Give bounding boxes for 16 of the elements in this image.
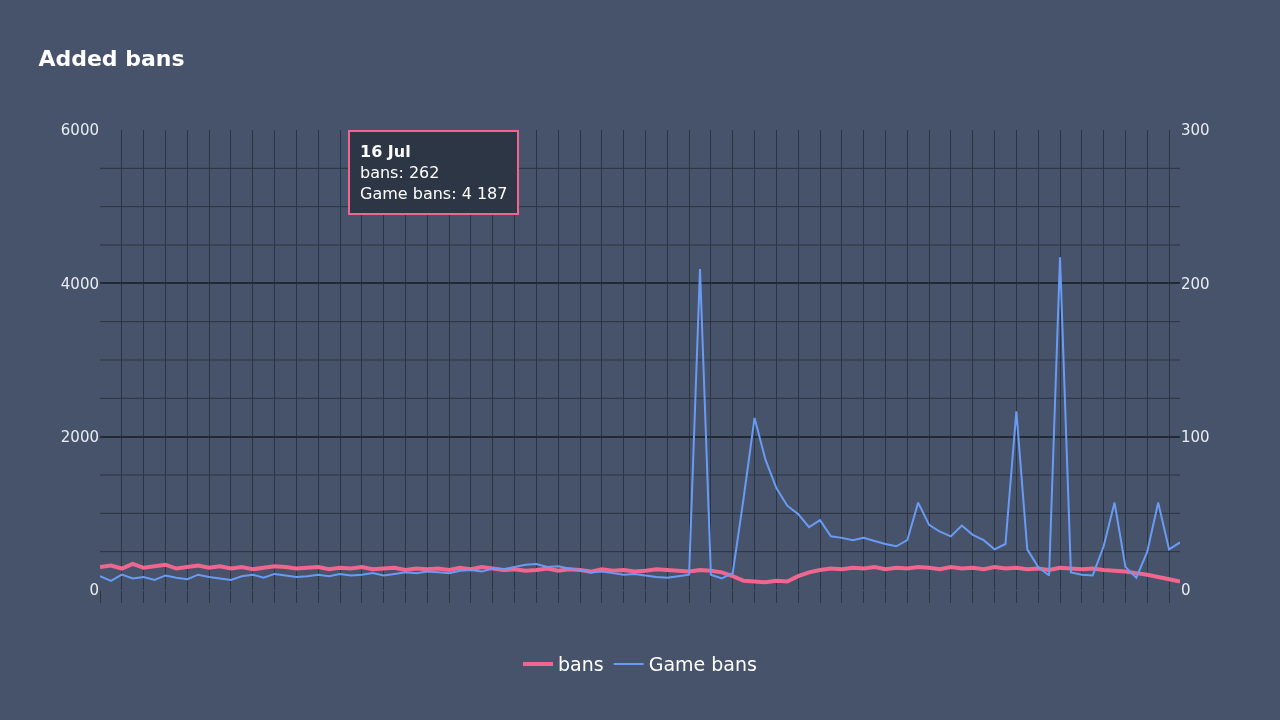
y2-tick-label: 100 [1181, 427, 1210, 446]
legend-label: bans [558, 653, 604, 676]
chart-title: Added bans [38, 45, 185, 71]
y-tick-label: 0 [89, 581, 99, 600]
y2-tick-label: 0 [1181, 581, 1191, 600]
y-tick-label: 6000 [60, 121, 99, 140]
annotation: Game bans: 4 187 [360, 183, 508, 203]
line-series [100, 561, 1180, 585]
annotation: bans: 262 [360, 162, 440, 182]
y-tick-label: 2000 [60, 427, 99, 446]
legend-label: Game bans [648, 653, 757, 676]
y2-tick-label: 200 [1181, 274, 1210, 293]
y-tick-label: 4000 [60, 274, 99, 293]
line-series [100, 256, 1180, 582]
y2-tick-label: 300 [1181, 121, 1210, 140]
annotation: 16 Jul [360, 142, 411, 161]
